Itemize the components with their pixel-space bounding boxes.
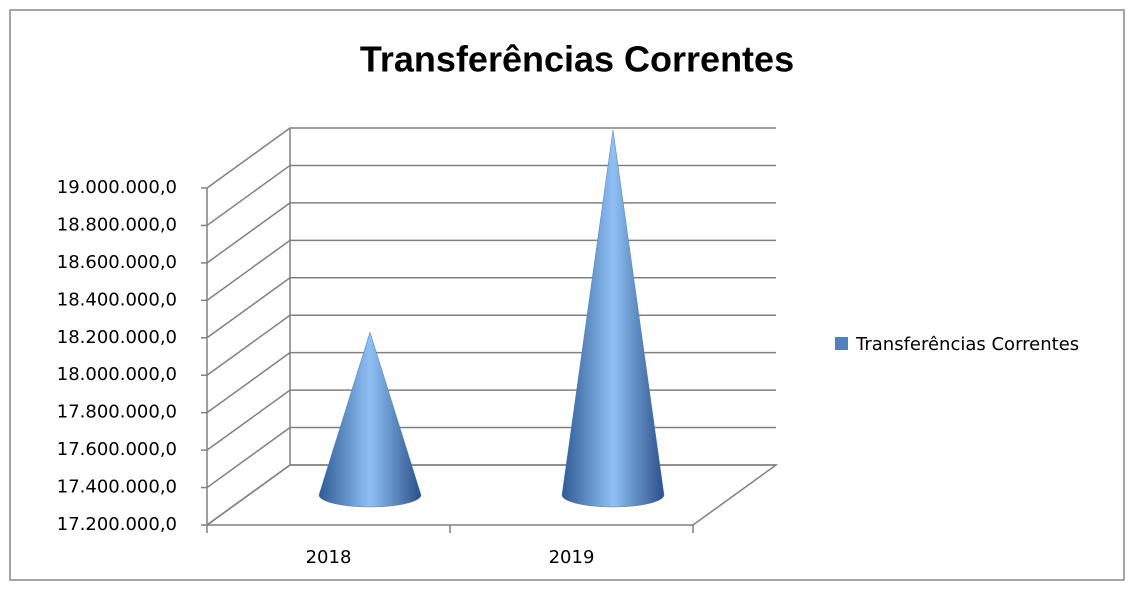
- cone: [561, 129, 665, 508]
- chart-title: Transferências Correntes: [360, 39, 794, 80]
- y-tick-label: 17.800.000,0: [57, 402, 177, 423]
- legend-swatch: [835, 337, 848, 350]
- x-tick-label: 2019: [549, 547, 595, 568]
- y-tick-label: 17.200.000,0: [57, 514, 177, 535]
- cone: [318, 331, 422, 508]
- legend-label: Transferências Correntes: [855, 334, 1079, 355]
- y-tick-label: 18.400.000,0: [57, 289, 177, 310]
- y-tick-label: 18.000.000,0: [57, 364, 177, 385]
- y-tick-label: 19.000.000,0: [57, 177, 177, 198]
- y-tick-label: 18.600.000,0: [57, 252, 177, 273]
- y-tick-label: 18.800.000,0: [57, 214, 177, 235]
- grid-line: [206, 127, 776, 189]
- y-tick-label: 17.400.000,0: [57, 477, 177, 498]
- y-tick-label: 17.600.000,0: [57, 439, 177, 460]
- x-tick-label: 2018: [306, 547, 352, 568]
- y-tick-label: 18.200.000,0: [57, 327, 177, 348]
